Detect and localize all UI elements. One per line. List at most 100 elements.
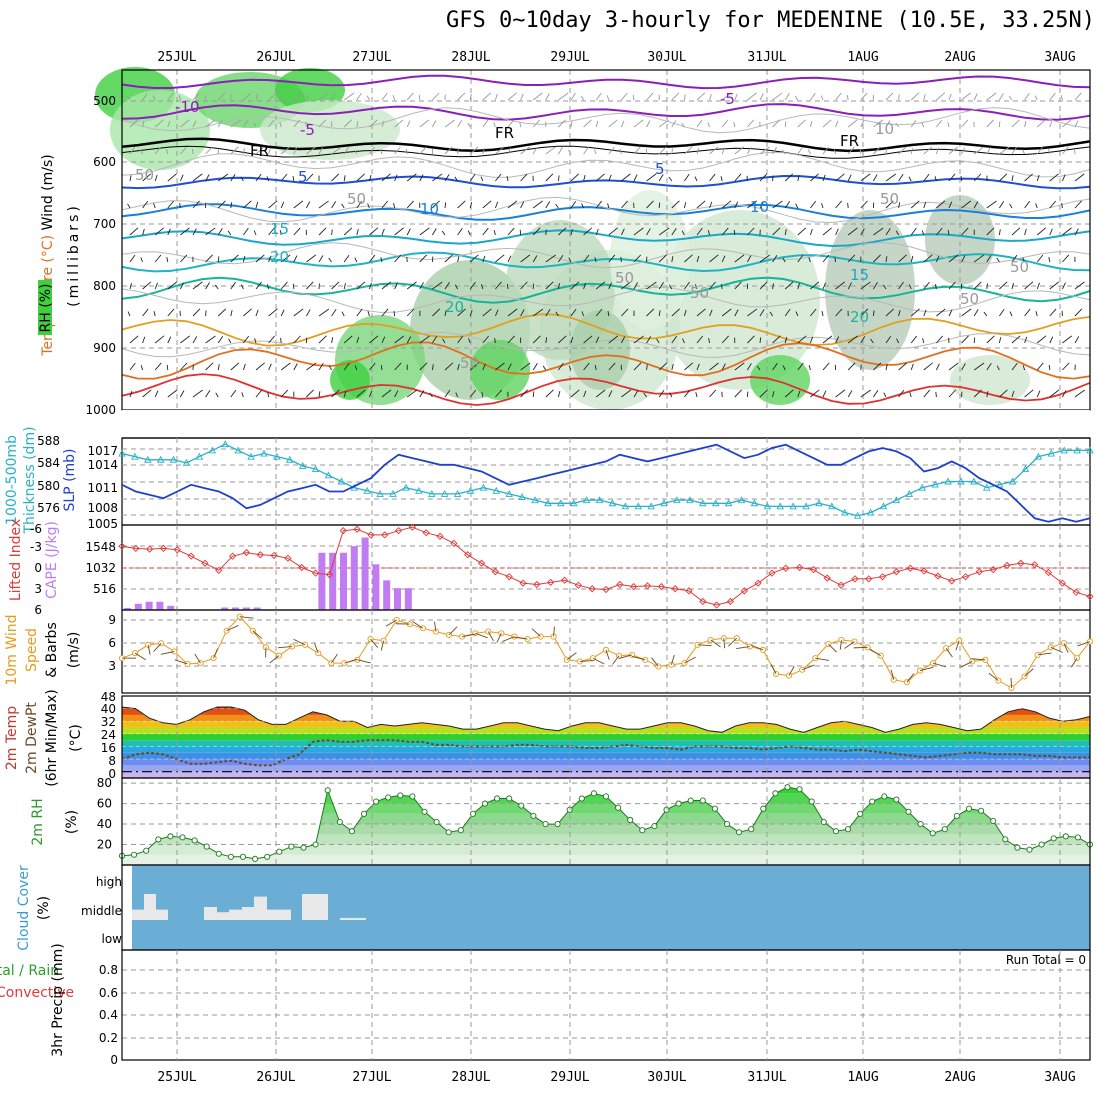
ylabel-li-wrap: Lifted Index <box>8 519 24 601</box>
wind-barb <box>507 200 518 209</box>
wind-barbs <box>126 92 1086 398</box>
wind-barb <box>809 336 814 344</box>
wind-barb <box>1049 120 1053 128</box>
li-series-point <box>989 565 997 574</box>
rh-point <box>542 821 549 828</box>
wind-barb <box>243 119 249 128</box>
wind-barb <box>353 149 358 155</box>
wind-barb <box>419 390 425 398</box>
wind-barb <box>847 390 853 398</box>
wind-barb <box>772 119 781 128</box>
wind-barb <box>696 255 700 263</box>
wind-barb <box>545 337 548 344</box>
wind-barb <box>595 389 606 398</box>
li-series-point <box>588 585 596 593</box>
wind-barb <box>557 175 560 182</box>
wind-barb <box>293 92 303 101</box>
ylabel-cloud: Cloud Cover <box>16 865 32 951</box>
date-label-top: 28JUL <box>451 50 490 65</box>
wind-barb <box>873 254 881 263</box>
wind-barb <box>671 120 677 128</box>
ytick-rh: 60 <box>97 797 112 811</box>
wind-barb <box>608 390 613 398</box>
wind-barb <box>217 335 224 344</box>
wind-barb <box>1049 336 1054 344</box>
wind-barb <box>507 92 517 101</box>
wind-barb <box>494 93 498 101</box>
wind-barb <box>142 389 152 398</box>
ylabel-thickness-1: 1000-500mb <box>4 435 20 525</box>
li-series-point <box>616 580 624 589</box>
wind-speed-series-point <box>642 656 649 663</box>
wind-barb-10m <box>213 648 219 659</box>
cape-bar <box>372 564 380 610</box>
wind-barb <box>343 175 346 182</box>
cloud-bar <box>302 894 315 920</box>
wind-barb <box>595 200 603 209</box>
wind-barb <box>646 120 651 128</box>
ylabel-rh2m-unit: (%) <box>64 810 80 834</box>
wind-barb <box>747 200 758 209</box>
wind-barb <box>255 281 262 290</box>
wind-barb <box>343 335 353 344</box>
li-series-point <box>547 578 555 587</box>
wind-barb-10m <box>971 658 986 661</box>
wind-barb <box>306 254 317 263</box>
wind-barb-10m <box>226 625 239 632</box>
wind-barb <box>393 203 396 209</box>
wind-barb <box>495 254 505 263</box>
wind-barb-10m <box>370 638 379 648</box>
wind-barb <box>343 390 347 398</box>
wind-barb-10m <box>612 655 620 665</box>
ytick-upper: 700 <box>93 217 116 231</box>
rh-point <box>227 853 234 860</box>
wind-barb <box>127 203 131 209</box>
wind-barb <box>581 203 585 209</box>
wind-barb <box>495 389 503 398</box>
wind-barb <box>999 308 1005 317</box>
rh-point <box>965 805 973 812</box>
ylabel-rh: RH (%) <box>38 284 54 333</box>
wind-barb <box>619 149 622 155</box>
wind-barb <box>948 281 956 290</box>
wind-barb <box>998 229 1001 236</box>
thickness-series-point <box>1060 446 1068 454</box>
date-label-top: 26JUL <box>256 50 295 65</box>
wind-barb <box>934 176 937 182</box>
wind-barb <box>996 365 1000 371</box>
wind-barb <box>343 227 353 236</box>
rh-point <box>953 812 960 819</box>
thickness-series-point <box>518 493 526 500</box>
li-series-point <box>809 565 818 574</box>
wind-barb <box>380 364 383 371</box>
wind-barb <box>153 203 156 209</box>
rh-point <box>723 821 731 828</box>
wind-barb <box>520 146 530 155</box>
wind-barb <box>520 309 525 317</box>
wind-barb <box>580 95 584 101</box>
cloud-bar <box>156 909 168 920</box>
wind-barb <box>507 119 515 128</box>
contour-label: 50 <box>960 290 979 308</box>
wind-barb <box>671 364 674 371</box>
wind-barb <box>242 148 245 155</box>
wind-barb <box>885 200 894 209</box>
thickness-series-point <box>324 471 333 479</box>
wind-barb <box>1074 173 1085 182</box>
thickness-series-point <box>957 477 965 485</box>
wind-barb <box>910 255 914 263</box>
ytick-temp: 32 <box>101 715 116 729</box>
rh-point <box>784 784 791 791</box>
wind-barb <box>306 281 314 290</box>
wind-barb <box>734 173 742 182</box>
wind-barb <box>167 173 177 182</box>
wind-barb <box>646 200 654 209</box>
wind-barb <box>595 173 605 182</box>
thickness-series-point <box>221 440 230 448</box>
wind-barb <box>681 122 685 128</box>
thickness-series-point <box>208 446 217 454</box>
wind-barb <box>394 335 405 344</box>
li-series-point <box>768 569 776 577</box>
wind-barb <box>822 174 826 182</box>
wind-barb <box>480 284 484 290</box>
